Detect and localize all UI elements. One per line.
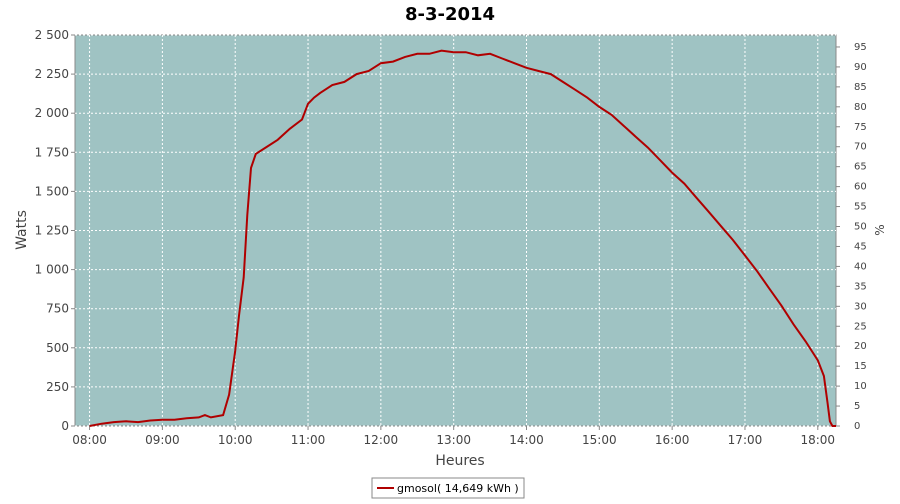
- y-tick-label: 0: [61, 419, 69, 433]
- y2-tick-label: 15: [854, 361, 867, 372]
- y2-tick-label: 20: [854, 341, 867, 352]
- y2-tick-label: 40: [854, 261, 867, 272]
- y2-tick-label: 55: [854, 202, 867, 213]
- x-tick-label: 08:00: [72, 433, 107, 447]
- x-tick-label: 18:00: [800, 433, 835, 447]
- x-tick-label: 10:00: [218, 433, 253, 447]
- y2-tick-label: 10: [854, 381, 867, 392]
- x-tick-label: 17:00: [728, 433, 763, 447]
- y-tick-label: 1 750: [35, 145, 69, 159]
- y-tick-label: 2 250: [35, 67, 69, 81]
- x-tick-label: 13:00: [436, 433, 471, 447]
- x-tick-label: 16:00: [655, 433, 690, 447]
- y2-tick-label: 25: [854, 321, 867, 332]
- y2-tick-label: 85: [854, 82, 867, 93]
- x-tick-label: 09:00: [145, 433, 180, 447]
- x-tick-label: 14:00: [509, 433, 544, 447]
- y2-tick-label: 80: [854, 102, 867, 113]
- y-tick-label: 750: [46, 302, 69, 316]
- y-tick-label: 2 500: [35, 28, 69, 42]
- y2-tick-label: 95: [854, 42, 867, 53]
- y-axis-label: Watts: [14, 210, 30, 250]
- y2-tick-label: 35: [854, 281, 867, 292]
- y2-tick-label: 70: [854, 142, 867, 153]
- legend-box: [371, 477, 525, 499]
- y-tick-label: 500: [46, 341, 69, 355]
- y-tick-label: 1 500: [35, 184, 69, 198]
- y2-tick-label: 45: [854, 241, 867, 252]
- y2-tick-label: 50: [854, 222, 867, 233]
- x-tick-label: 15:00: [582, 433, 617, 447]
- y2-tick-label: 90: [854, 62, 867, 73]
- y-tick-label: 1 250: [35, 224, 69, 238]
- y2-tick-label: 65: [854, 162, 867, 173]
- legend-label: gmosol( 14,649 kWh ): [397, 482, 519, 495]
- y2-tick-label: 5: [854, 401, 860, 412]
- x-tick-label: 11:00: [291, 433, 326, 447]
- data-line: [89, 49, 836, 427]
- y2-tick-label: 30: [854, 301, 867, 312]
- y-tick-label: 1 000: [35, 263, 69, 277]
- y2-axis-label: %: [873, 224, 887, 235]
- y-tick-label: 250: [46, 380, 69, 394]
- x-axis-label: Heures: [435, 453, 484, 469]
- y2-tick-label: 75: [854, 122, 867, 133]
- y2-tick-label: 60: [854, 182, 867, 193]
- y-tick-label: 2 000: [35, 106, 69, 120]
- y2-tick-label: 0: [854, 421, 860, 432]
- x-tick-label: 12:00: [364, 433, 399, 447]
- chart-title: 8-3-2014: [405, 4, 495, 25]
